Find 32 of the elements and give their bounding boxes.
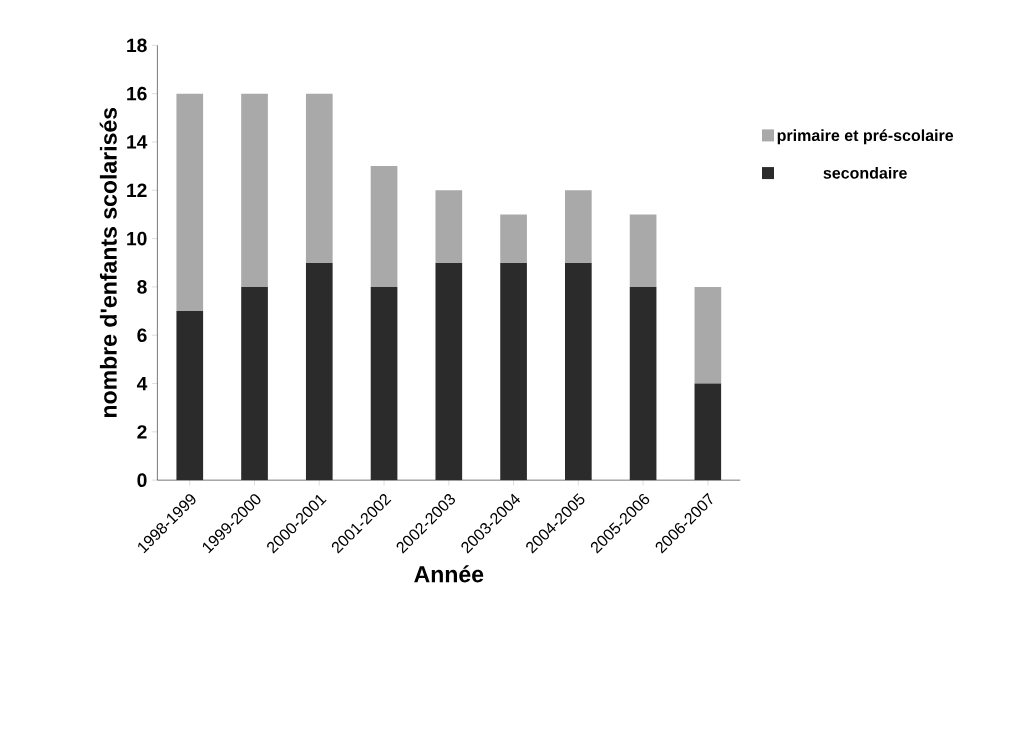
y-tick-label: 12 (127, 183, 147, 198)
bar (694, 383, 722, 481)
y-tick-label: 18 (127, 38, 147, 53)
bar (241, 287, 268, 481)
bar (241, 93, 268, 288)
bar (176, 93, 204, 312)
bar (370, 166, 398, 288)
y-tick-label: 10 (127, 232, 147, 246)
bar (565, 262, 592, 481)
y-tick-label: 16 (127, 87, 147, 101)
bar (176, 311, 204, 481)
y-tick-label: 6 (137, 328, 147, 343)
bar (435, 190, 463, 263)
bar (629, 287, 657, 481)
bar (435, 262, 463, 481)
y-tick-label: 2 (137, 425, 147, 439)
bar (565, 190, 592, 263)
bar (500, 214, 527, 263)
y-tick-label: 14 (127, 135, 148, 149)
bar (629, 214, 657, 288)
x-axis-title: Année (414, 565, 484, 583)
bar (305, 93, 333, 263)
bar (694, 287, 722, 384)
bar (370, 287, 398, 481)
y-tick-label: 4 (136, 377, 148, 391)
bar (305, 262, 333, 481)
legend-label: primaire et pré-scolaire (777, 129, 954, 145)
y-tick-label: 0 (137, 473, 147, 488)
text: secondaire (823, 167, 907, 179)
bar (500, 262, 527, 481)
y-tick-label: 8 (137, 280, 147, 294)
y-axis-title: nombre d'enfants scolarisés (99, 108, 117, 418)
